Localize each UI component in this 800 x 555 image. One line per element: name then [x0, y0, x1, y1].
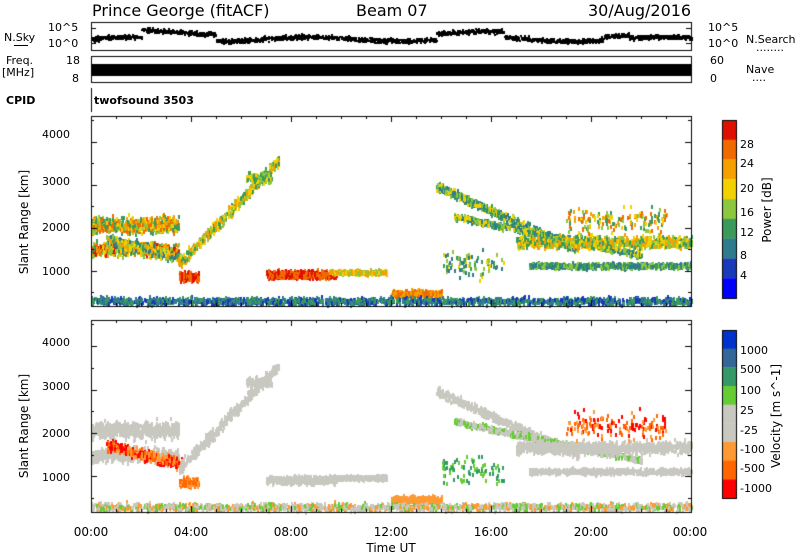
velocity-ytick-1000: 1000 — [42, 471, 70, 484]
power-ytick-3000: 3000 — [42, 175, 70, 188]
nave-right-tick-bottom: 0 — [710, 72, 717, 85]
xtick-1600: 16:00 — [473, 525, 509, 539]
xtick-2000: 20:00 — [573, 525, 609, 539]
power-cbar-tick-16: 16 — [740, 206, 754, 219]
freq-unit-label: [MHz] — [2, 66, 35, 79]
nave-label: Nave — [746, 63, 775, 76]
velocity-cbar-tick-minus100: -100 — [740, 443, 765, 456]
power-ytick-2000: 2000 — [42, 221, 70, 234]
velocity-cbar-tick-minus500: -500 — [740, 462, 765, 475]
xtick-0000: 00:00 — [73, 525, 109, 539]
nave-dots: .... — [752, 71, 766, 84]
power-cbar-tick-28: 28 — [740, 138, 754, 151]
cpid-label: CPID — [6, 94, 36, 107]
velocity-cbar-tick-minus1000: -1000 — [740, 482, 772, 495]
date-title: 30/Aug/2016 — [588, 1, 692, 20]
freq-left-tick-bottom: 8 — [72, 72, 79, 85]
xaxis-label: Time UT — [366, 541, 416, 555]
xtick-2400: 00:00 — [672, 525, 708, 539]
power-cbar-tick-12: 12 — [740, 226, 754, 239]
xtick-0400: 04:00 — [173, 525, 209, 539]
velocity-cbar-tick-25: 25 — [740, 404, 754, 417]
noise-left-tick-bottom: 10^0 — [48, 37, 79, 50]
velocity-cbar-tick-minus25: -25 — [740, 424, 758, 437]
noise-right-tick-top: 10^5 — [708, 21, 739, 34]
n-search-label: N.Search — [746, 33, 796, 46]
velocity-ytick-4000: 4000 — [42, 336, 70, 349]
noise-left-tick-top: 10^5 — [48, 21, 79, 34]
nave-right-tick-top: 60 — [710, 54, 724, 67]
velocity-cbar-tick-500: 500 — [740, 363, 761, 376]
power-ylabel: Slant Range [km] — [17, 169, 31, 275]
station-title: Prince George (fitACF) — [92, 1, 270, 20]
xtick-1200: 12:00 — [373, 525, 409, 539]
freq-left-tick-top: 18 — [66, 54, 80, 67]
n-sky-line — [14, 45, 28, 46]
velocity-cbar-tick-100: 100 — [740, 384, 761, 397]
velocity-ytick-3000: 3000 — [42, 380, 70, 393]
n-search-dots: ........ — [756, 41, 784, 54]
power-cbar-tick-20: 20 — [740, 182, 754, 195]
beam-title: Beam 07 — [356, 1, 428, 20]
power-ytick-4000: 4000 — [42, 128, 70, 141]
power-cbar-tick-8: 8 — [740, 249, 747, 262]
n-sky-label: N.Sky — [4, 31, 36, 44]
velocity-colorbar-label: Velocity [m s^-1] — [769, 363, 783, 469]
freq-label: Freq. — [6, 54, 34, 67]
power-cbar-tick-24: 24 — [740, 157, 754, 170]
power-cbar-tick-4: 4 — [740, 269, 747, 282]
xtick-0800: 08:00 — [273, 525, 309, 539]
power-colorbar-label: Power [dB] — [760, 177, 774, 243]
power-ytick-1000: 1000 — [42, 265, 70, 278]
velocity-ylabel: Slant Range [km] — [17, 373, 31, 479]
noise-right-tick-bottom: 10^0 — [708, 37, 739, 50]
cpid-value: twofsound 3503 — [94, 94, 194, 107]
velocity-ytick-2000: 2000 — [42, 427, 70, 440]
velocity-cbar-tick-1000: 1000 — [740, 344, 768, 357]
